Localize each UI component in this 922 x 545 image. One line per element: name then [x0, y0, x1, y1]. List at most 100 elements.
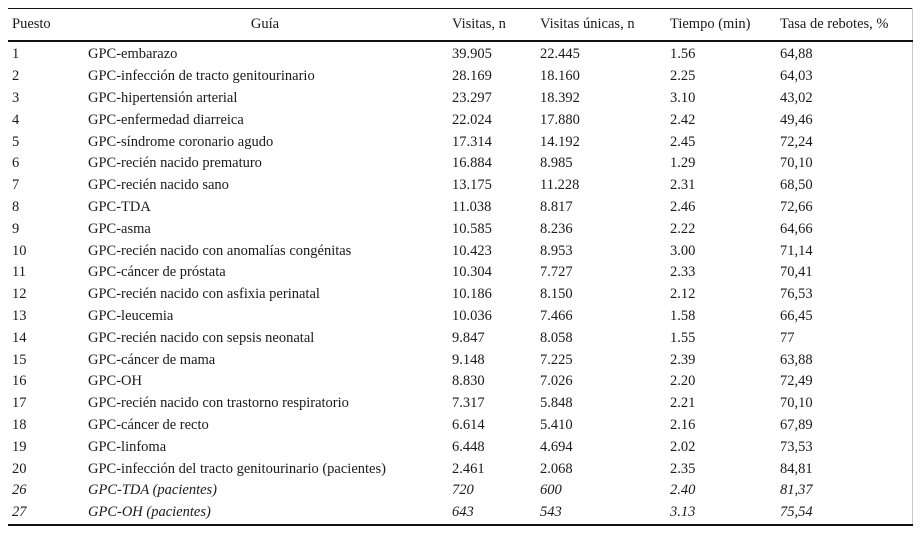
cell-visitas: 10.423 — [452, 242, 492, 259]
cell-puesto: 6 — [12, 155, 20, 172]
cell-guia: GPC-síndrome coronario agudo — [88, 133, 274, 150]
cell-visitas: 22.024 — [452, 111, 492, 128]
cell-guia: GPC-cáncer de recto — [88, 416, 209, 433]
cell-guia: GPC-infección de tracto genitourinario — [88, 68, 315, 85]
table-row: 10 GPC-recién nacido con anomalías congén… — [8, 240, 912, 262]
cell-puesto: 5 — [12, 133, 20, 150]
cell-guia: GPC-TDA — [88, 198, 151, 215]
cell-unicas: 4.694 — [540, 438, 573, 455]
cell-puesto: 2 — [12, 68, 20, 85]
table-row: 26 GPC-TDA (pacientes) 720 600 2.40 81,37 — [8, 480, 912, 502]
cell-tasa: 73,53 — [780, 438, 813, 455]
cell-tiempo: 2.20 — [670, 373, 696, 390]
column-header-tiempo: Tiempo (min) — [660, 8, 770, 42]
cell-unicas: 7.026 — [540, 373, 573, 390]
table-body: 1 GPC-embarazo 39.905 22.445 1.56 64,88 2 GPC-i… — [8, 41, 912, 525]
cell-tasa: 63,88 — [780, 351, 813, 368]
cell-puesto: 12 — [12, 286, 27, 303]
cell-visitas: 7.317 — [452, 395, 485, 412]
cell-visitas: 2.461 — [452, 460, 485, 477]
cell-tasa: 70,10 — [780, 395, 813, 412]
cell-tiempo: 3.10 — [670, 89, 696, 106]
cell-tiempo: 1.58 — [670, 307, 696, 324]
cell-guia: GPC-asma — [88, 220, 151, 237]
cell-tasa: 72,66 — [780, 198, 813, 215]
cell-unicas: 8.058 — [540, 329, 573, 346]
cell-tiempo: 2.12 — [670, 286, 696, 303]
cell-guia: GPC-recién nacido sano — [88, 177, 229, 194]
cell-tiempo: 2.16 — [670, 416, 696, 433]
cell-visitas: 28.169 — [452, 68, 492, 85]
cell-visitas: 13.175 — [452, 177, 492, 194]
cell-unicas: 5.848 — [540, 395, 573, 412]
cell-tasa: 49,46 — [780, 111, 813, 128]
cell-puesto: 16 — [12, 373, 27, 390]
cell-tiempo: 2.02 — [670, 438, 696, 455]
cell-puesto: 10 — [12, 242, 27, 259]
cell-tiempo: 2.25 — [670, 68, 696, 85]
cell-unicas: 18.392 — [540, 89, 580, 106]
table-header: Puesto Guía Visitas, n Visitas únicas, n… — [8, 8, 912, 42]
table-row: 1 GPC-embarazo 39.905 22.445 1.56 64,88 — [8, 41, 912, 66]
cell-puesto: 15 — [12, 351, 27, 368]
cell-unicas: 8.985 — [540, 155, 573, 172]
cell-guia: GPC-cáncer de mama — [88, 351, 216, 368]
cell-tasa: 64,66 — [780, 220, 813, 237]
cell-tasa: 64,03 — [780, 68, 813, 85]
cell-tiempo: 3.13 — [670, 504, 696, 521]
cell-tiempo: 3.00 — [670, 242, 696, 259]
cell-guia: GPC-linfoma — [88, 438, 167, 455]
cell-visitas: 10.186 — [452, 286, 492, 303]
column-header-visitas-unicas: Visitas únicas, n — [530, 8, 660, 42]
cell-guia: GPC-recién nacido con trastorno respirat… — [88, 395, 349, 412]
cell-unicas: 7.466 — [540, 307, 573, 324]
cell-tasa: 72,24 — [780, 133, 813, 150]
table-row: 7 GPC-recién nacido sano 13.175 11.228 2.31 6… — [8, 175, 912, 197]
cell-unicas: 8.953 — [540, 242, 573, 259]
cell-tasa: 81,37 — [780, 482, 813, 499]
cell-tiempo: 1.29 — [670, 155, 696, 172]
cell-unicas: 2.068 — [540, 460, 573, 477]
table-row: 5 GPC-síndrome coronario agudo 17.314 14.19… — [8, 131, 912, 153]
cell-puesto: 3 — [12, 89, 20, 106]
cell-tasa: 70,41 — [780, 264, 813, 281]
table-row: 18 GPC-cáncer de recto 6.614 5.410 2.16 67,89 — [8, 415, 912, 437]
cell-tasa: 67,89 — [780, 416, 813, 433]
guides-ranking-table: Puesto Guía Visitas, n Visitas únicas, n… — [8, 8, 913, 526]
cell-puesto: 7 — [12, 177, 20, 194]
cell-tiempo: 2.39 — [670, 351, 696, 368]
cell-guia: GPC-cáncer de próstata — [88, 264, 226, 281]
cell-tasa: 68,50 — [780, 177, 813, 194]
cell-unicas: 8.817 — [540, 198, 573, 215]
cell-visitas: 39.905 — [452, 46, 492, 63]
cell-guia: GPC-hipertensión arterial — [88, 89, 238, 106]
table-row: 15 GPC-cáncer de mama 9.148 7.225 2.39 63,88 — [8, 349, 912, 371]
cell-tiempo: 1.56 — [670, 46, 696, 63]
cell-tasa: 77 — [780, 329, 795, 346]
cell-tasa: 84,81 — [780, 460, 813, 477]
cell-puesto: 4 — [12, 111, 20, 128]
table-header-row: Puesto Guía Visitas, n Visitas únicas, n… — [8, 8, 912, 42]
table-row: 11 GPC-cáncer de próstata 10.304 7.727 2.33 7… — [8, 262, 912, 284]
table-row: 12 GPC-recién nacido con asfixia perinata… — [8, 284, 912, 306]
cell-puesto: 8 — [12, 198, 20, 215]
cell-puesto: 26 — [12, 482, 27, 499]
cell-tiempo: 2.40 — [670, 482, 696, 499]
cell-visitas: 16.884 — [452, 155, 492, 172]
table-row: 9 GPC-asma 10.585 8.236 2.22 64,66 — [8, 218, 912, 240]
cell-guia: GPC-leucemia — [88, 307, 174, 324]
table-row: 16 GPC-OH 8.830 7.026 2.20 72,49 — [8, 371, 912, 393]
column-header-visitas: Visitas, n — [442, 8, 530, 42]
table-row: 6 GPC-recién nacido prematuro 16.884 8.985 1… — [8, 153, 912, 175]
cell-puesto: 20 — [12, 460, 27, 477]
cell-visitas: 9.847 — [452, 329, 485, 346]
table-row: 19 GPC-linfoma 6.448 4.694 2.02 73,53 — [8, 436, 912, 458]
cell-tasa: 43,02 — [780, 89, 813, 106]
cell-puesto: 17 — [12, 395, 27, 412]
cell-unicas: 8.150 — [540, 286, 573, 303]
cell-tasa: 66,45 — [780, 307, 813, 324]
cell-visitas: 11.038 — [452, 198, 492, 215]
cell-unicas: 7.727 — [540, 264, 573, 281]
cell-tiempo: 2.33 — [670, 264, 696, 281]
cell-visitas: 10.585 — [452, 220, 492, 237]
